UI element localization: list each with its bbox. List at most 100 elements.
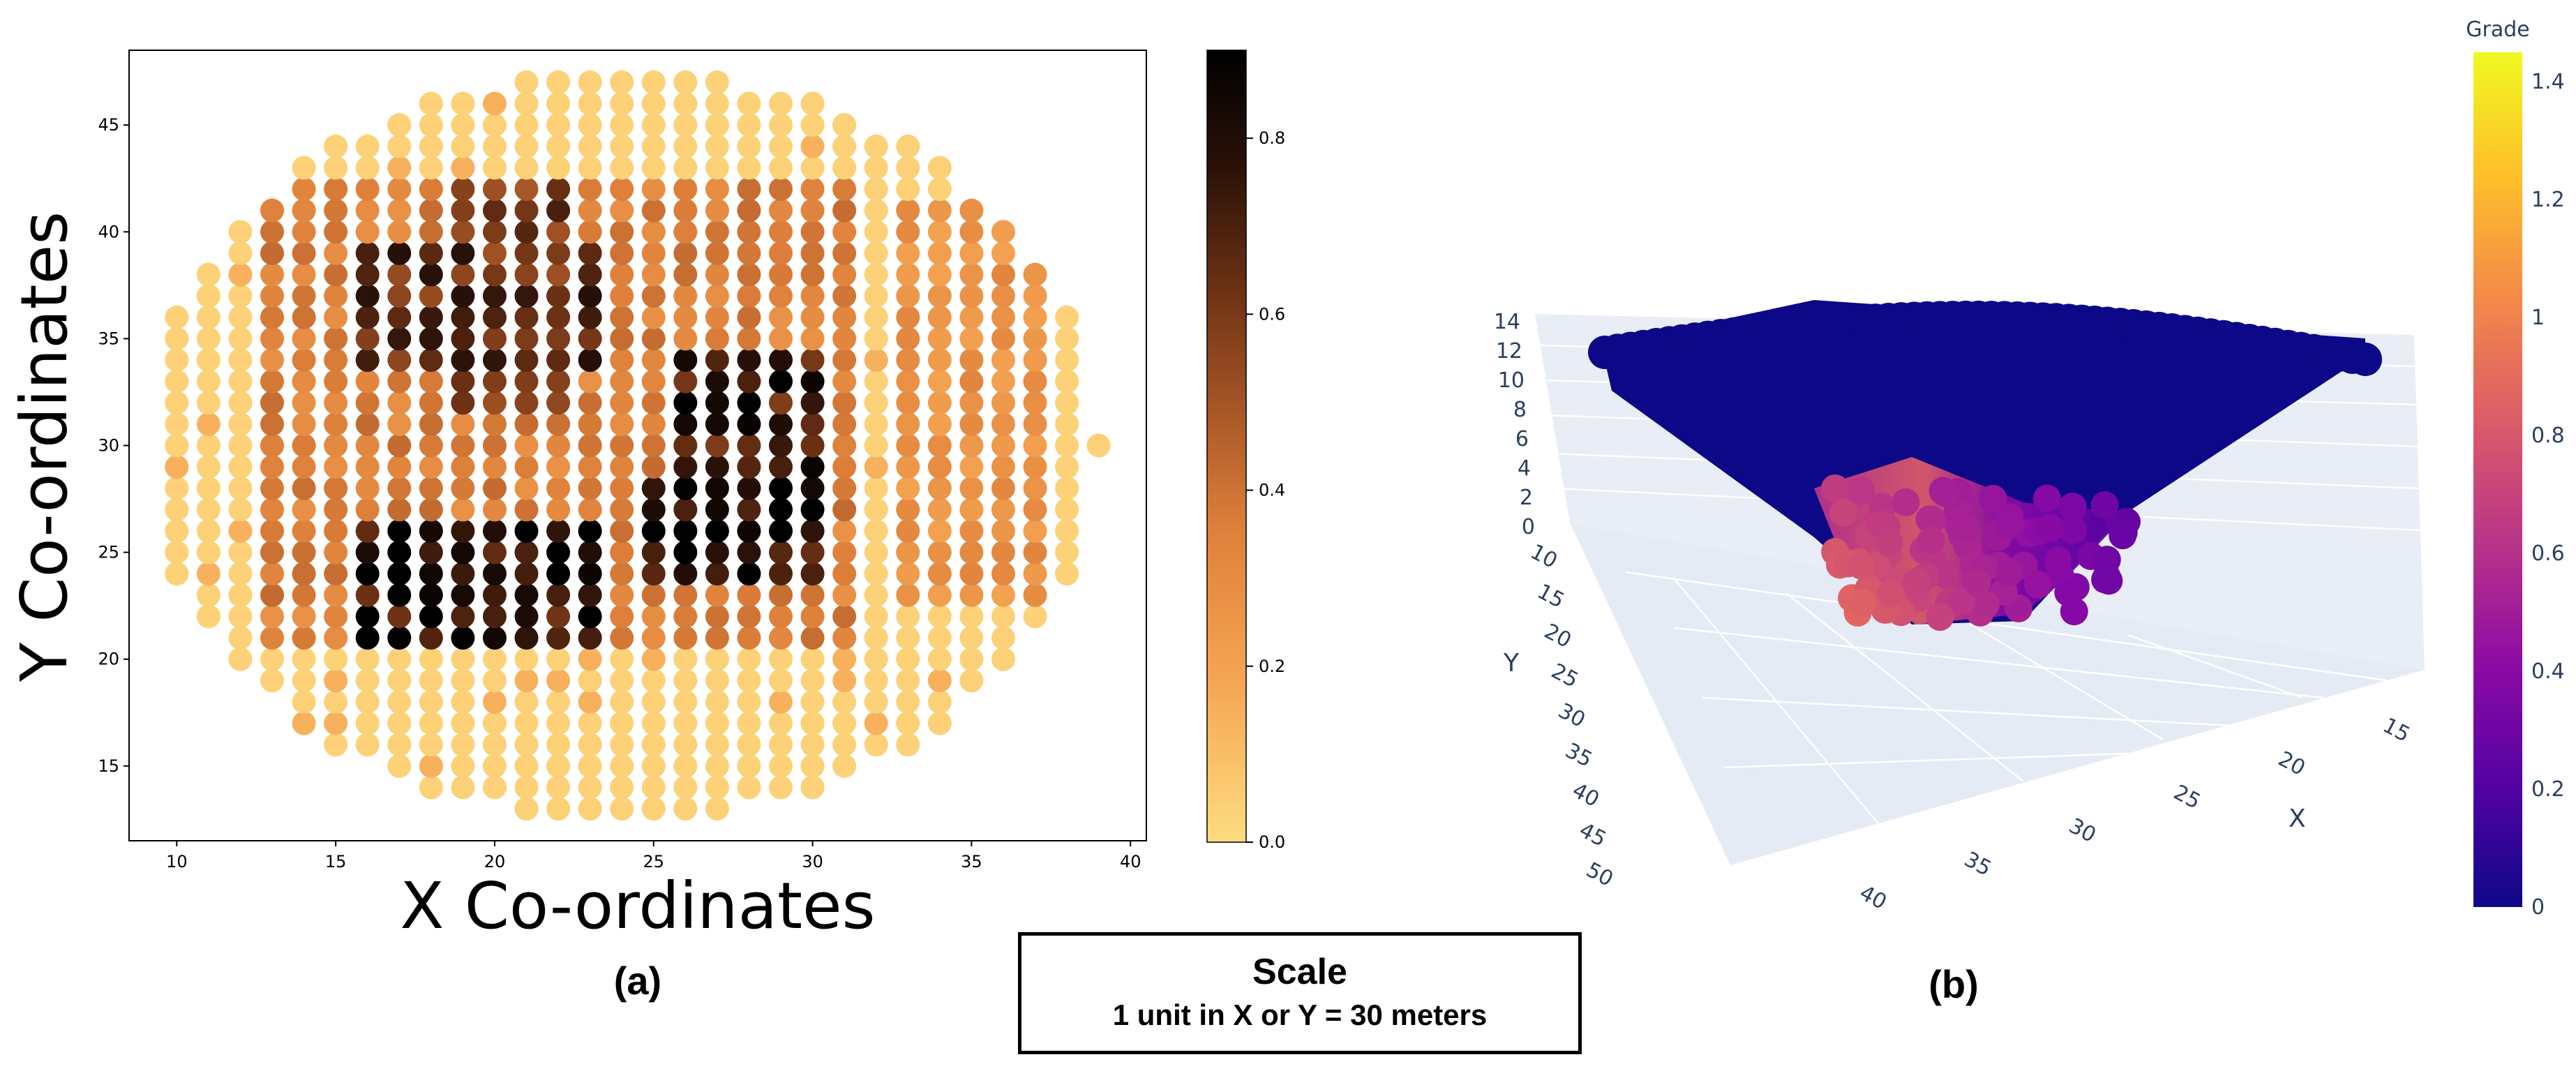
scatter-point <box>292 156 316 180</box>
scatter-point <box>927 433 952 458</box>
scatter-point <box>800 177 825 202</box>
scatter-point <box>260 518 285 543</box>
y-tick-label: 25 <box>98 543 119 562</box>
scatter-point <box>355 668 380 693</box>
scatter-point <box>578 583 602 607</box>
scatter-point <box>514 455 539 479</box>
scatter-point <box>482 433 507 458</box>
scatter-point <box>1023 583 1047 607</box>
scatter-point <box>991 540 1015 564</box>
scatter-point <box>324 455 348 479</box>
scale-note: 1 unit in X or Y = 30 meters <box>1112 998 1488 1031</box>
scatter-point <box>482 604 507 629</box>
scatter-point <box>196 369 220 394</box>
scatter-point <box>196 540 220 564</box>
scatter-point <box>769 177 793 202</box>
scatter-point <box>864 518 888 543</box>
scatter-point <box>864 668 888 693</box>
y-tick-label-3d: 30 <box>1555 698 1589 733</box>
scatter-point <box>800 476 825 500</box>
scatter-point <box>1055 433 1079 458</box>
scatter-point <box>260 455 285 479</box>
x-tick-label: 35 <box>961 852 982 871</box>
scatter-point <box>514 433 539 458</box>
scatter-point <box>165 412 189 436</box>
scatter-point <box>991 262 1015 287</box>
scatter-point <box>1055 540 1079 564</box>
y-tick-label-3d: 15 <box>1534 579 1568 613</box>
grade-point <box>2036 514 2065 543</box>
scatter-point <box>355 711 380 735</box>
scatter-point <box>673 540 698 564</box>
scatter-point <box>196 455 220 479</box>
panel-a: 10 15 20 25 30 35 40 15 20 25 30 35 40 45 X Co-ordin… <box>7 50 1285 1003</box>
grade-point <box>1876 579 1905 608</box>
scatter-point <box>514 369 539 394</box>
scatter-point <box>641 583 666 607</box>
scatter-point <box>705 391 729 415</box>
scatter-point <box>387 476 412 500</box>
scatter-point <box>641 433 666 458</box>
scatter-point <box>705 583 729 607</box>
scatter-point <box>641 262 666 287</box>
scatter-point <box>705 412 729 436</box>
grade-point <box>1875 528 1903 557</box>
colorbar-b-tick-label: 1.2 <box>2531 188 2565 212</box>
scatter-point <box>387 412 412 436</box>
scatter-point <box>991 604 1015 629</box>
scatter-point <box>578 284 602 308</box>
y-tick-label-3d: 10 <box>1527 539 1562 574</box>
scatter-point <box>641 91 666 116</box>
scatter-point <box>260 562 285 586</box>
scatter-point <box>546 775 571 800</box>
scatter-point <box>896 497 920 522</box>
scatter-point <box>705 518 729 543</box>
scatter-point <box>387 156 412 180</box>
scatter-point <box>260 433 285 458</box>
scatter-point <box>355 134 380 158</box>
scatter-point <box>737 775 761 800</box>
scatter-point <box>196 433 220 458</box>
scatter-point <box>546 220 571 244</box>
scatter-point <box>641 518 666 543</box>
scatter-point <box>451 733 475 757</box>
scatter-point <box>451 604 475 629</box>
scatter-point <box>705 284 729 308</box>
scatter-point <box>514 177 539 202</box>
scatter-point <box>896 518 920 543</box>
scatter-point <box>514 134 539 158</box>
scatter-point <box>387 391 412 415</box>
colorbar-tick-label: 0.6 <box>1259 304 1285 324</box>
scatter-point <box>991 241 1015 265</box>
scatter-point <box>705 433 729 458</box>
z-tick-label: 14 <box>1494 310 1520 334</box>
scatter-point <box>1023 348 1047 373</box>
scatter-point <box>832 647 857 671</box>
scatter-point <box>864 369 888 394</box>
scatter-point <box>610 689 634 714</box>
scatter-point <box>673 583 698 607</box>
scatter-point <box>832 305 857 329</box>
scatter-point <box>228 369 253 394</box>
scatter-point <box>959 348 984 373</box>
scatter-point <box>610 305 634 329</box>
scatter-point <box>482 540 507 564</box>
scatter-point <box>610 626 634 650</box>
scatter-point <box>451 198 475 223</box>
scatter-point <box>324 327 348 351</box>
scatter-point <box>896 284 920 308</box>
scatter-point <box>832 689 857 714</box>
scatter-point <box>324 711 348 735</box>
scatter-point <box>228 540 253 564</box>
scatter-point <box>578 754 602 778</box>
scatter-point <box>610 455 634 479</box>
scatter-point <box>578 305 602 329</box>
scatter-point <box>387 668 412 693</box>
scatter-point <box>578 369 602 394</box>
scatter-point <box>578 626 602 650</box>
scatter-point <box>387 689 412 714</box>
scatter-point <box>514 604 539 629</box>
scatter-point <box>800 497 825 522</box>
scatter-point <box>927 689 952 714</box>
